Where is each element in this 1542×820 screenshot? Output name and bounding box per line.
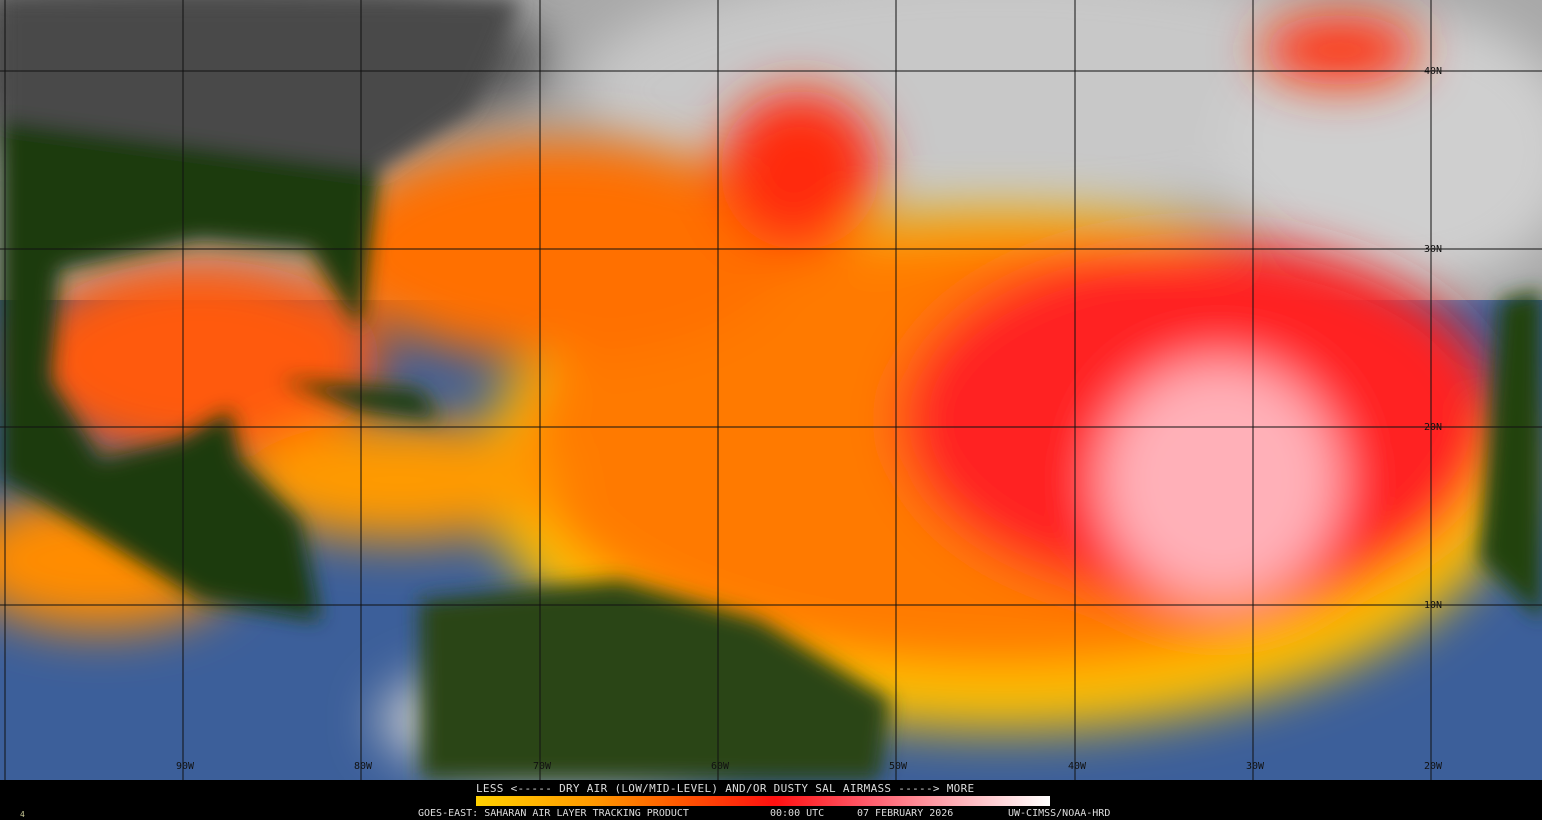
product-name: GOES-EAST: SAHARAN AIR LAYER TRACKING PR… (418, 808, 689, 819)
lon-label: 20W (1424, 761, 1443, 772)
sal-satellite-map: 40N 30N 20N 10N 90W 80W 70W 60W 50W 40W … (0, 0, 1542, 780)
lat-label: 40N (1424, 66, 1442, 77)
lat-lon-grid (0, 0, 1542, 780)
latitude-labels: 40N 30N 20N 10N (1424, 66, 1442, 611)
corner-mark: 4 (20, 810, 25, 819)
lon-label: 40W (1068, 761, 1087, 772)
lat-label: 20N (1424, 422, 1442, 433)
lat-label: 30N (1424, 244, 1442, 255)
lon-label: 50W (889, 761, 908, 772)
legend-title: LESS <----- DRY AIR (LOW/MID-LEVEL) AND/… (476, 782, 975, 795)
time-label: 00:00 UTC (770, 808, 825, 819)
lon-label: 30W (1246, 761, 1265, 772)
lon-label: 80W (354, 761, 373, 772)
credit-label: UW-CIMSS/NOAA-HRD (1008, 808, 1111, 819)
dry-air-layer (0, 15, 1520, 730)
lon-label: 90W (176, 761, 195, 772)
color-scale (476, 796, 1050, 806)
longitude-labels: 90W 80W 70W 60W 50W 40W 30W 20W (176, 761, 1443, 772)
land-layer (0, 0, 1542, 780)
lon-label: 70W (533, 761, 552, 772)
lon-label: 60W (711, 761, 730, 772)
date-label: 07 FEBRUARY 2026 (857, 808, 954, 819)
lat-label: 10N (1424, 600, 1442, 611)
legend-bar: LESS <----- DRY AIR (LOW/MID-LEVEL) AND/… (0, 780, 1542, 820)
